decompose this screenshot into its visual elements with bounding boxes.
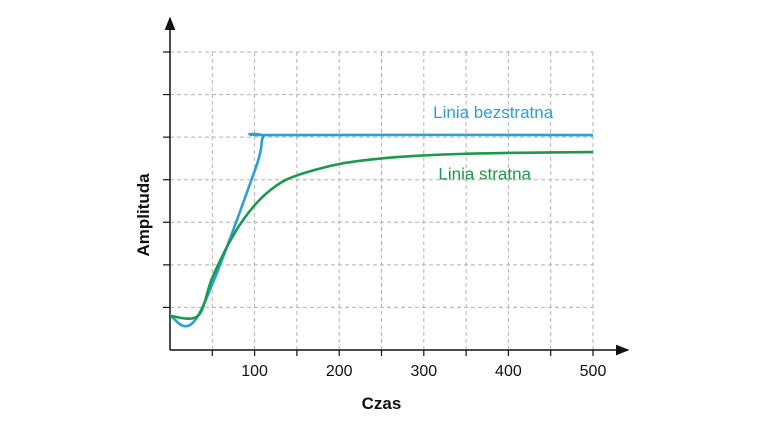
series-label-linia-bezstratna: Linia bezstratna [433,103,554,122]
series-line-linia-stratna [169,150,594,320]
series-lines [169,132,594,328]
x-tick-label: 500 [580,363,607,380]
axes [164,16,630,356]
ticks: 100 200 300 400 500 [163,51,607,380]
x-tick-label: 200 [326,363,353,380]
x-tick-label: 100 [241,363,268,380]
x-axis-title: Czas [362,394,402,413]
y-axis-title: Amplituda [134,173,153,257]
x-tick-label: 400 [495,363,522,380]
x-tick-label: 300 [410,363,437,380]
grid [170,51,594,350]
series-label-linia-stratna: Linia stratna [438,165,531,184]
